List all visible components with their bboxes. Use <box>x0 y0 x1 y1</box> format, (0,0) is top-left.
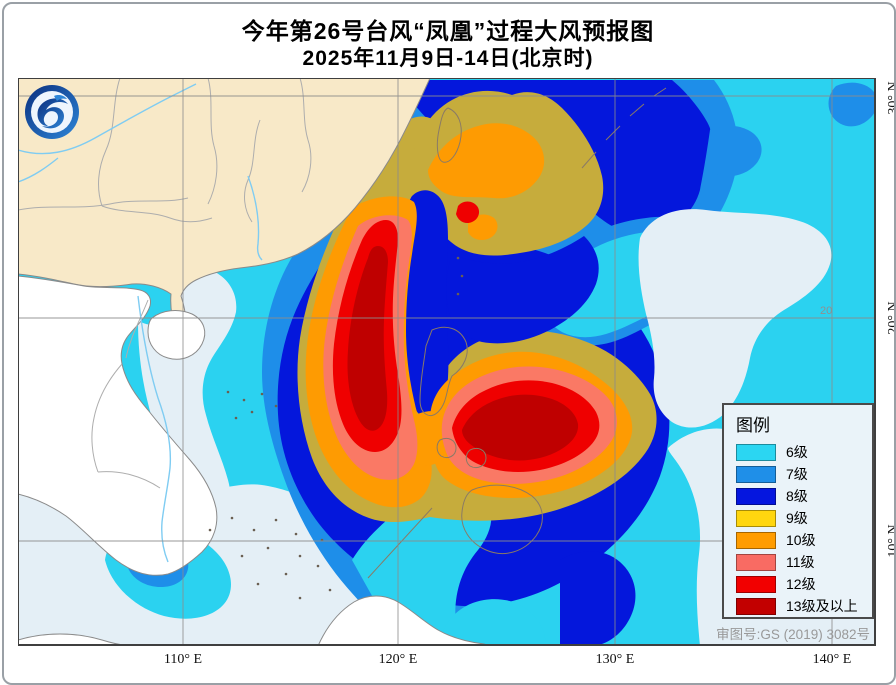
legend-item: 7级 <box>736 463 872 485</box>
legend-swatch-7 <box>736 465 776 483</box>
legend-label: 7级 <box>786 466 808 482</box>
y-axis-label-30n: 30° N <box>886 81 896 115</box>
legend-label: 8级 <box>786 488 808 504</box>
small-island-specks <box>208 256 464 600</box>
legend: 图例 6级 7级 8级 9级 10级 11级 12级 13级及以上 <box>722 403 874 619</box>
legend-item: 12级 <box>736 573 872 595</box>
x-axis-label-120e: 120° E <box>378 652 418 667</box>
page-subtitle: 2025年11月9日-14日(北京时) <box>302 47 594 70</box>
x-axis-label-130e: 130° E <box>595 652 635 667</box>
forecast-map: 20 <box>17 77 878 647</box>
province-boundaries <box>17 77 312 489</box>
island-outlines <box>367 87 667 579</box>
land-other-countries <box>17 275 491 647</box>
legend-swatch-6 <box>736 443 776 461</box>
y-axis-label-20n: 20° N <box>886 301 896 335</box>
cma-phoenix-logo <box>25 85 79 139</box>
map-border <box>17 77 876 646</box>
inner-grid-label: 20 <box>820 305 832 317</box>
legend-label: 11级 <box>786 554 815 570</box>
legend-title: 图例 <box>736 416 770 435</box>
legend-swatch-12 <box>736 575 776 593</box>
page-title: 今年第26号台风“凤凰”过程大风预报图 <box>241 18 655 44</box>
legend-swatch-13 <box>736 597 776 615</box>
map-canvas: 20 <box>17 77 878 647</box>
legend-label: 9级 <box>786 510 808 526</box>
legend-item: 13级及以上 <box>736 595 872 617</box>
wind-band-8-bay <box>402 190 599 419</box>
legend-label: 6级 <box>786 444 808 460</box>
x-axis-label-110e: 110° E <box>163 652 203 667</box>
x-axis-label-140e: 140° E <box>812 652 852 667</box>
legend-label: 12级 <box>786 576 816 592</box>
map-approval-number: 审图号:GS (2019) 3082号 <box>716 627 870 642</box>
land-china <box>17 77 431 332</box>
legend-item: 10级 <box>736 529 872 551</box>
legend-label: 10级 <box>786 532 816 548</box>
legend-swatch-10 <box>736 531 776 549</box>
legend-item: 9级 <box>736 507 872 529</box>
legend-swatch-11 <box>736 553 776 571</box>
legend-label: 13级及以上 <box>786 598 858 614</box>
legend-swatch-9 <box>736 509 776 527</box>
legend-item: 6级 <box>736 441 872 463</box>
wind-band-13 <box>347 246 579 461</box>
legend-swatch-8 <box>736 487 776 505</box>
y-axis-label-10n: 10° N <box>886 524 896 558</box>
legend-item: 8级 <box>736 485 872 507</box>
legend-item: 11级 <box>736 551 872 573</box>
